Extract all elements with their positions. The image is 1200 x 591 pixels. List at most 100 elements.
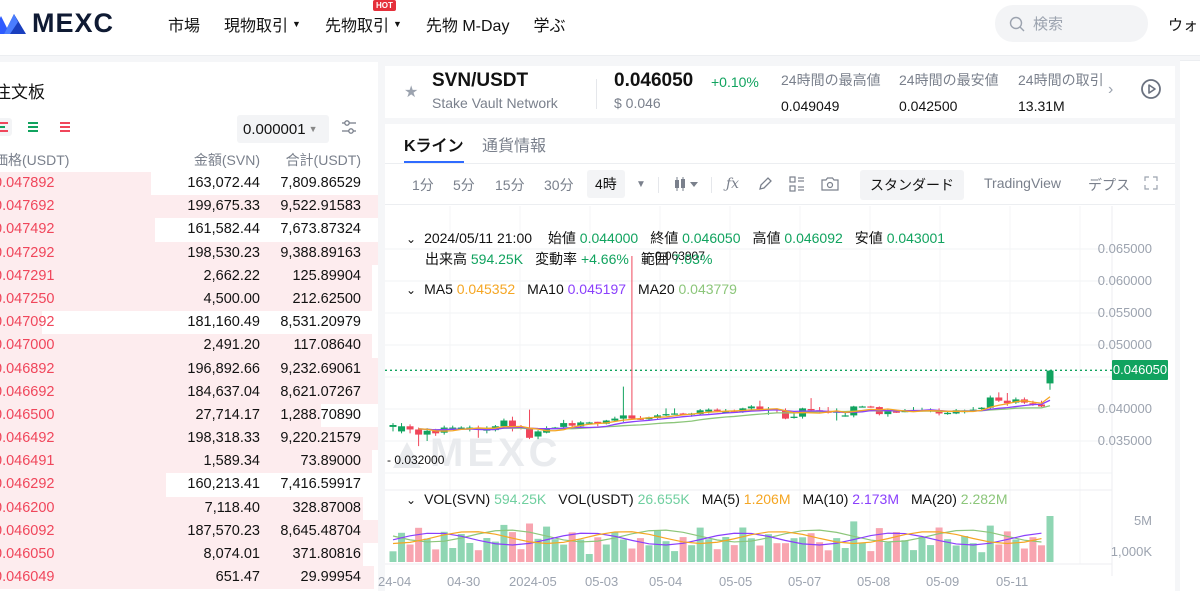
wallet-menu[interactable]: ウォ <box>1168 17 1199 34</box>
favorite-star-icon[interactable]: ★ <box>404 84 419 101</box>
ask-row[interactable]: 0.046692 184,637.04 8,621.07267 <box>0 380 378 404</box>
y-tick: 0.050000 <box>1097 337 1152 352</box>
depth-bar <box>0 543 363 567</box>
current-price-tag: 0.046050 <box>1112 360 1168 380</box>
ohlc-legend: ⌄ 2024/05/11 21:00 始値 0.044000 終値 0.046050… <box>406 228 945 248</box>
collapse-chevron-icon[interactable]: ⌄ <box>406 232 417 246</box>
ask-total: 73.89000 <box>300 453 361 470</box>
ask-total: 9,232.69061 <box>280 360 361 377</box>
mexc-logo[interactable]: MEXC <box>0 8 114 38</box>
indicators-fx-icon[interactable]: ƒx <box>726 176 740 192</box>
vol-usdt-value: 26.655K <box>637 491 690 507</box>
mode-bids-icon[interactable] <box>26 118 44 136</box>
ask-price: 0.046200 <box>0 499 55 516</box>
ma-legend: ⌄ MA5 0.045352 MA10 0.045197 MA20 0.043779 <box>406 281 737 297</box>
mode-both-icon[interactable] <box>0 118 12 136</box>
ask-row[interactable]: 0.046200 7,118.40 328.87008 <box>0 496 378 520</box>
ask-row[interactable]: 0.046050 8,074.01 371.80816 <box>0 543 378 567</box>
nav-learn[interactable]: 学ぶ <box>533 13 565 35</box>
ask-total: 125.89904 <box>292 267 361 284</box>
ask-row[interactable]: 0.047000 2,491.20 117.08640 <box>0 334 378 358</box>
ask-row[interactable]: 0.047092 181,160.49 8,531.20979 <box>0 311 378 335</box>
y-tick: 0.035000 <box>1097 433 1152 448</box>
low-label: 安値 <box>854 230 883 246</box>
timeframe-1m[interactable]: 1分 <box>412 177 434 193</box>
ask-row[interactable]: 0.046491 1,589.34 73.89000 <box>0 450 378 474</box>
tab-coin-info[interactable]: 通貨情報 <box>482 138 547 155</box>
candlestick-chart[interactable]: MEXC ┌ 0.063907 - 0.032000 <box>385 206 1175 591</box>
high-label: 高値 <box>752 230 781 246</box>
draw-pencil-icon[interactable] <box>757 176 773 195</box>
view-depth[interactable]: デプス <box>1088 177 1130 193</box>
ask-row[interactable]: 0.047292 198,530.23 9,388.89163 <box>0 241 378 265</box>
ask-amount: 651.47 <box>215 569 260 586</box>
play-circle-icon[interactable] <box>1140 78 1162 105</box>
precision-select[interactable]: 0.000001 ▼ <box>237 115 329 143</box>
depth-bar <box>0 334 373 358</box>
top-navigation-bar: MEXC 市場 現物取引 ▼ 先物取引 ▼ HOT 先物 M-Day 学ぶ 検索 ウォ <box>0 0 1200 56</box>
nav-label: 先物取引 <box>324 18 389 35</box>
collapse-chevron-icon[interactable]: ⌄ <box>406 493 417 507</box>
ask-price: 0.046292 <box>0 476 55 493</box>
ask-row[interactable]: 0.046092 187,570.23 8,645.48704 <box>0 519 378 543</box>
ask-amount: 4,500.00 <box>203 290 260 307</box>
timeframe-15m[interactable]: 15分 <box>495 177 525 193</box>
ask-row[interactable]: 0.046049 651.47 29.99954 <box>0 566 378 590</box>
stat-label: 24時間の取引 <box>1018 72 1104 88</box>
ask-row[interactable]: 0.046492 198,318.33 9,220.21579 <box>0 427 378 451</box>
volume-value: 594.25K <box>470 251 524 267</box>
ask-row[interactable]: 0.047291 2,662.22 125.89904 <box>0 264 378 288</box>
ask-total: 8,621.07267 <box>280 383 361 400</box>
ask-row[interactable]: 0.047250 4,500.00 212.62500 <box>0 287 378 312</box>
ask-price: 0.047291 <box>0 267 55 284</box>
col-price: 価格(USDT) <box>0 152 70 168</box>
timeframe-4h[interactable]: 4時 <box>587 170 625 198</box>
depth-bar <box>0 403 322 428</box>
ask-price: 0.047292 <box>0 244 55 261</box>
chart-type-candle-icon[interactable] <box>674 176 700 195</box>
ask-amount: 7,118.40 <box>204 499 260 516</box>
view-standard[interactable]: スタンダード <box>860 170 964 200</box>
ask-row[interactable]: 0.047492 161,582.44 7,673.87324 <box>0 218 378 242</box>
chart-toolbar: 1分 5分 15分 30分 4時 ▼ ƒx スタンダード TradingView… <box>385 165 1175 205</box>
chevron-right-icon[interactable]: › <box>1108 81 1114 98</box>
mode-asks-icon[interactable] <box>58 118 76 136</box>
depth-bar <box>0 218 155 242</box>
ask-row[interactable]: 0.046892 196,892.66 9,232.69061 <box>0 357 378 381</box>
nav-market[interactable]: 市場 <box>168 13 200 35</box>
collapse-chevron-icon[interactable]: ⌄ <box>406 283 417 297</box>
stat-24h-volume: 24時間の取引 13.31M <box>1018 70 1106 114</box>
low-value: 0.043001 <box>886 230 946 246</box>
view-tradingview[interactable]: TradingView <box>984 175 1062 191</box>
order-book-settings-icon[interactable] <box>340 118 358 141</box>
ask-row[interactable]: 0.046292 160,213.41 7,416.59917 <box>0 473 378 497</box>
search-input[interactable]: 検索 <box>995 5 1148 42</box>
ask-list: 0.047892 163,072.44 7,809.86529 0.047692 199… <box>0 172 378 590</box>
timeframe-30m[interactable]: 30分 <box>544 177 574 193</box>
order-book-mode-toggle <box>0 118 76 136</box>
ask-total: 7,416.59917 <box>280 476 361 493</box>
ask-amount: 8,074.01 <box>203 546 260 562</box>
nav-spot[interactable]: 現物取引 ▼ <box>224 13 301 35</box>
depth-bar <box>0 357 378 381</box>
screenshot-camera-icon[interactable] <box>821 176 839 195</box>
tab-kline[interactable]: Kライン <box>404 138 464 155</box>
x-tick: 05-04 <box>649 574 683 589</box>
price-change: +0.10% <box>711 74 759 90</box>
layout-grid-icon[interactable] <box>789 176 805 195</box>
ask-amount: 198,318.33 <box>187 430 260 447</box>
ask-row[interactable]: 0.047892 163,072.44 7,809.86529 <box>0 172 378 196</box>
timeframe-5m[interactable]: 5分 <box>453 177 475 193</box>
nav-futures-mday[interactable]: 先物 M-Day <box>426 13 510 35</box>
y-tick: 0.065000 <box>1097 241 1152 256</box>
ask-price: 0.046500 <box>0 406 55 423</box>
ask-price: 0.047892 <box>0 175 55 191</box>
ask-total: 1,288.70890 <box>280 406 361 423</box>
fullscreen-icon[interactable] <box>1144 176 1158 193</box>
timeframe-more-caret-icon[interactable]: ▼ <box>636 179 646 190</box>
ask-row[interactable]: 0.047692 199,675.33 9,522.91583 <box>0 195 378 219</box>
ask-row[interactable]: 0.046500 27,714.17 1,288.70890 <box>0 403 378 428</box>
x-tick: 05-11 <box>996 574 1029 589</box>
nav-futures[interactable]: 先物取引 ▼ HOT <box>324 0 402 35</box>
pair-symbol[interactable]: SVN/USDT <box>432 70 529 91</box>
